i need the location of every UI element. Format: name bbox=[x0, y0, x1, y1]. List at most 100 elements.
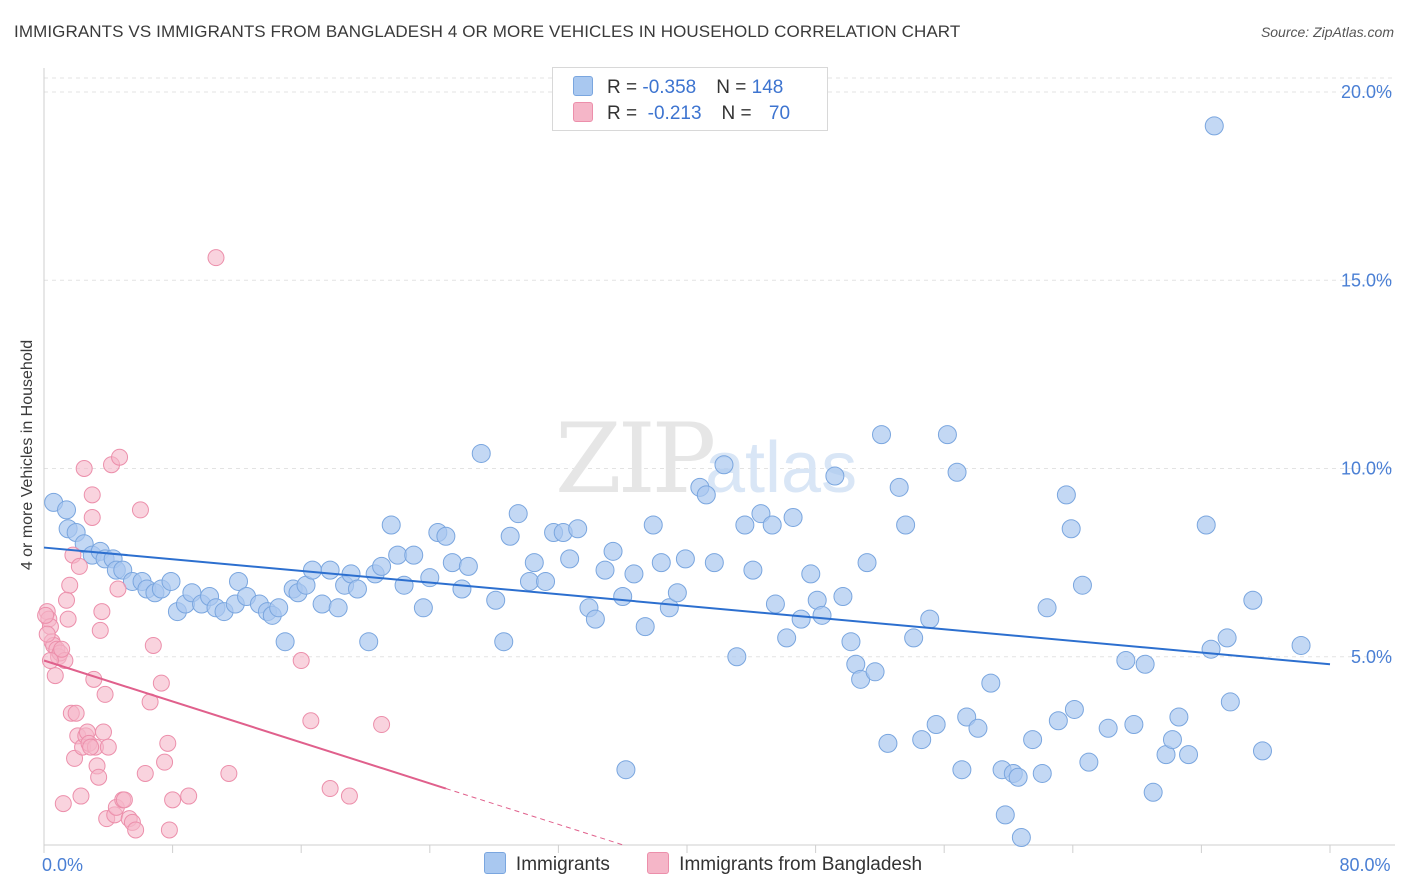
immigrants-point bbox=[833, 587, 853, 607]
bangladesh-point bbox=[131, 501, 149, 519]
chart-title: IMMIGRANTS VS IMMIGRANTS FROM BANGLADESH… bbox=[14, 22, 961, 41]
immigrants-point bbox=[624, 564, 644, 584]
immigrants-point bbox=[857, 553, 877, 573]
immigrants-point bbox=[269, 598, 289, 618]
immigrants-point bbox=[1162, 730, 1182, 750]
immigrants-point bbox=[613, 587, 633, 607]
legend-n-value: 70 bbox=[768, 103, 791, 124]
immigrants-point bbox=[1061, 519, 1081, 539]
immigrants-point bbox=[471, 443, 491, 463]
immigrants-point bbox=[1056, 485, 1076, 505]
bangladesh-point bbox=[93, 603, 111, 621]
bangladesh-point bbox=[67, 704, 85, 722]
bangladesh-point bbox=[96, 685, 114, 703]
immigrants-point bbox=[359, 632, 379, 652]
immigrants-point bbox=[486, 590, 506, 610]
legend-item-immigrants: Immigrants bbox=[483, 852, 610, 876]
bangladesh-point bbox=[37, 606, 55, 624]
bangladesh-point bbox=[58, 591, 76, 609]
bangladesh-point bbox=[72, 787, 90, 805]
immigrants-point bbox=[1135, 654, 1155, 674]
bangladesh-point bbox=[38, 625, 56, 643]
immigrants-point bbox=[651, 553, 671, 573]
immigrants-point bbox=[904, 628, 924, 648]
immigrants-point bbox=[765, 594, 785, 614]
immigrants-point bbox=[791, 609, 811, 629]
legend-r-label: R = bbox=[607, 103, 643, 124]
legend-n-label: N = bbox=[716, 77, 752, 98]
immigrants-point bbox=[704, 553, 724, 573]
immigrants-point bbox=[1079, 752, 1099, 772]
trend-lines bbox=[43, 546, 1331, 846]
immigrants-point bbox=[1291, 635, 1311, 655]
immigrants-point bbox=[494, 632, 514, 652]
immigrants-point bbox=[812, 605, 832, 625]
immigrants-point bbox=[727, 647, 747, 667]
immigrants-point bbox=[872, 425, 892, 445]
immigrants-point bbox=[777, 628, 797, 648]
immigrants-point bbox=[436, 526, 456, 546]
immigrants-point bbox=[714, 455, 734, 475]
bangladesh-point bbox=[54, 795, 72, 813]
immigrants-point bbox=[413, 598, 433, 618]
immigrants-point bbox=[968, 718, 988, 738]
watermark-zip: ZIP bbox=[555, 403, 714, 515]
immigrants-point bbox=[57, 500, 77, 520]
immigrants-point bbox=[1072, 575, 1092, 595]
legend-label-immigrants: Immigrants bbox=[515, 854, 610, 875]
immigrants-point bbox=[635, 617, 655, 637]
immigrants-point bbox=[1008, 767, 1028, 787]
immigrants-point bbox=[1011, 827, 1031, 847]
immigrants-point bbox=[1037, 598, 1057, 618]
x-tick-label: 0.0% bbox=[42, 855, 83, 875]
bangladesh-point bbox=[70, 557, 88, 575]
immigrants-point bbox=[161, 571, 181, 591]
immigrants-point bbox=[1048, 711, 1068, 731]
immigrants-point bbox=[1032, 763, 1052, 783]
bangladesh-point bbox=[82, 738, 100, 756]
immigrants-point bbox=[751, 504, 771, 524]
immigrants-point bbox=[783, 507, 803, 527]
bangladesh-point bbox=[59, 610, 77, 628]
legend-swatch-blue bbox=[483, 852, 506, 874]
immigrants-point bbox=[762, 515, 782, 535]
correlation-legend: R = -0.358 N = 148 R = -0.213 N = 70 bbox=[552, 67, 828, 131]
immigrants-point bbox=[743, 560, 763, 580]
bangladesh-point bbox=[159, 734, 177, 752]
immigrants-point bbox=[1204, 116, 1224, 136]
bangladesh-points bbox=[37, 249, 391, 839]
immigrants-point bbox=[675, 549, 695, 569]
x-tick-label: 80.0% bbox=[1339, 855, 1390, 875]
immigrants-point bbox=[801, 564, 821, 584]
immigrants-point bbox=[508, 504, 528, 524]
immigrants-point bbox=[585, 609, 605, 629]
y-tick-label: 5.0% bbox=[1351, 647, 1392, 667]
immigrants-point bbox=[1196, 515, 1216, 535]
bangladesh-point bbox=[164, 791, 182, 809]
immigrants-point bbox=[519, 571, 539, 591]
legend-r-value: -0.358 bbox=[642, 77, 697, 98]
immigrants-point bbox=[1243, 590, 1263, 610]
bangladesh-point bbox=[340, 787, 358, 805]
y-tick-label: 10.0% bbox=[1341, 459, 1392, 479]
bangladesh-point bbox=[61, 576, 79, 594]
bangladesh-point bbox=[220, 764, 238, 782]
immigrants-point bbox=[696, 485, 716, 505]
immigrants-point bbox=[865, 662, 885, 682]
bangladesh-point bbox=[115, 791, 133, 809]
bangladesh-point bbox=[373, 716, 391, 734]
immigrants-point bbox=[1179, 745, 1199, 765]
immigrants-point bbox=[302, 560, 322, 580]
legend-row-immigrants: R = -0.358 N = 148 bbox=[573, 76, 783, 100]
immigrants-points bbox=[44, 116, 1311, 847]
bangladesh-point bbox=[302, 712, 320, 730]
legend-r-value: -0.213 bbox=[642, 103, 702, 124]
immigrants-point bbox=[500, 526, 520, 546]
bangladesh-point bbox=[180, 787, 198, 805]
immigrants-point bbox=[388, 545, 408, 565]
bangladesh-point bbox=[144, 636, 162, 654]
immigrants-point bbox=[920, 609, 940, 629]
bangladesh-point bbox=[292, 652, 310, 670]
immigrants-point bbox=[347, 579, 367, 599]
